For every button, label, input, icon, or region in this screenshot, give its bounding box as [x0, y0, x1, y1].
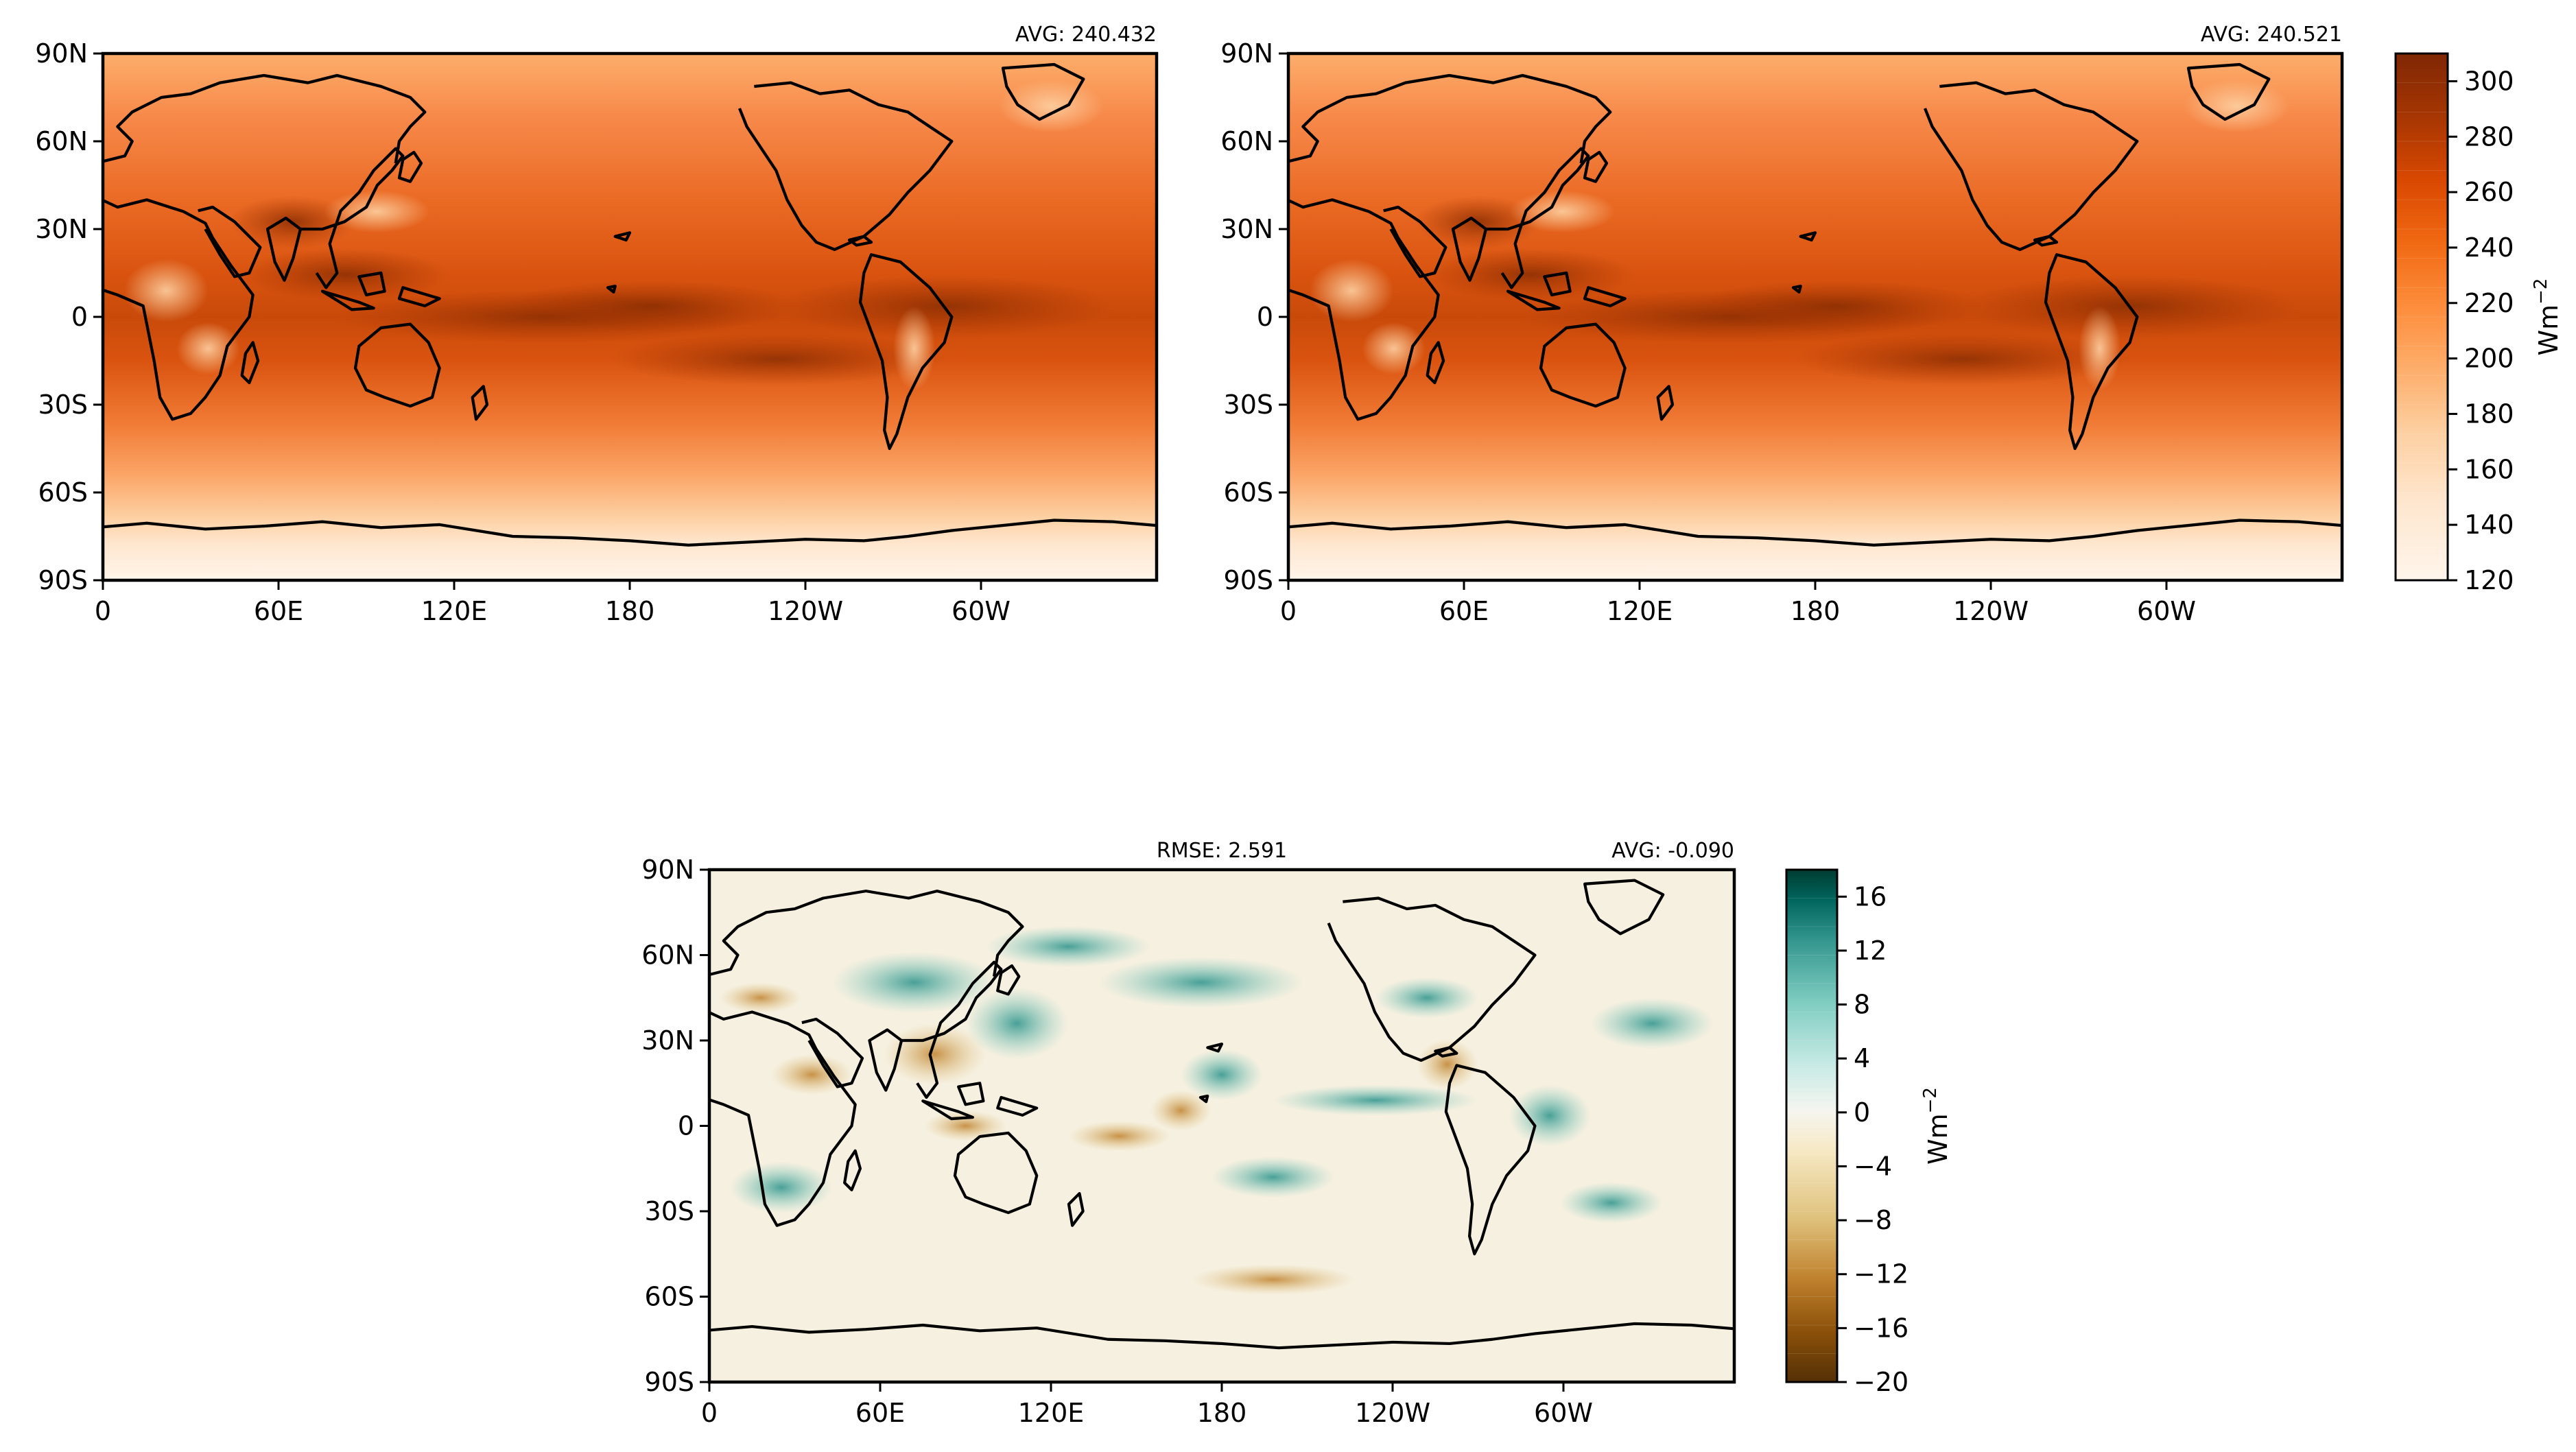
lat-tick-label: 0 [678, 1111, 694, 1141]
svg-text:Wm−2: Wm−2 [1920, 1087, 1953, 1165]
lon-tick-label: 0 [95, 596, 111, 626]
lon-tick-label: 180 [1197, 1398, 1247, 1428]
avg-label: AVG: 240.521 [2201, 23, 2342, 47]
avg-label: AVG: 240.432 [1015, 23, 1157, 47]
colorbar-tick-label: −4 [1854, 1151, 1892, 1181]
lat-tick-label: 60S [1224, 477, 1273, 508]
lat-tick-label: 90N [35, 38, 88, 69]
lat-tick-label: 90S [1224, 565, 1273, 595]
lon-tick-label: 120E [421, 596, 488, 626]
colorbar-tick-label: −20 [1854, 1367, 1909, 1397]
lon-tick-label: 60E [254, 596, 303, 626]
lat-tick-label: 30N [641, 1025, 694, 1056]
colorbar-tick-label: −16 [1854, 1313, 1909, 1343]
colorbar-tick-label: 4 [1854, 1043, 1870, 1073]
colorbar-unit-label: Wm−2 [2531, 278, 2564, 356]
lat-tick-label: 90N [1220, 38, 1273, 69]
colorbar-tick-label: −8 [1854, 1205, 1892, 1235]
colorbar-top: 300 280 260 240 220 200 180 160 140 120 Wm−2 [2394, 52, 2564, 595]
lat-tick-label: 90S [645, 1367, 694, 1397]
lon-tick-label: 180 [1791, 596, 1841, 626]
colorbar-tick-label: 240 [2464, 233, 2514, 263]
colorbar-tick-label: 220 [2464, 288, 2514, 318]
avg-label: AVG: -0.090 [1611, 839, 1734, 863]
lat-tick-label: 30S [1224, 390, 1273, 420]
lon-tick-label: 120E [1607, 596, 1673, 626]
colorbar-fill [1786, 870, 1837, 1382]
lon-tick-label: 120W [1355, 1398, 1430, 1428]
map-field [709, 870, 1734, 1382]
lon-tick-label: 0 [1280, 596, 1297, 626]
colorbar-tick-label: 12 [1854, 936, 1887, 966]
lat-tick-label: 0 [1257, 302, 1273, 332]
lat-tick-label: 60S [38, 477, 88, 508]
lon-tick-label: 120W [1953, 596, 2029, 626]
colorbar-tick-label: 16 [1854, 881, 1887, 912]
lon-tick-label: 0 [701, 1398, 718, 1428]
lon-tick-label: 60W [952, 596, 1011, 626]
colorbar-tick-label: 200 [2464, 344, 2514, 374]
lat-tick-label: 30S [38, 390, 88, 420]
map-field [1288, 53, 2342, 580]
colorbar-tick-label: 140 [2464, 510, 2514, 540]
lon-tick-label: 120E [1018, 1398, 1085, 1428]
lon-tick-label: 180 [605, 596, 655, 626]
colorbar-tick-label: 120 [2464, 565, 2514, 595]
lat-tick-label: 30N [1220, 214, 1273, 244]
lat-tick-label: 30S [645, 1196, 694, 1226]
lat-tick-label: 90N [641, 855, 694, 885]
colorbar-tick-label: 300 [2464, 66, 2514, 96]
colorbar-tick-label: 160 [2464, 454, 2514, 484]
colorbar-fill [2396, 53, 2448, 580]
lat-tick-label: 60N [1220, 126, 1273, 156]
colorbar-tick-label: 260 [2464, 177, 2514, 207]
lat-tick-label: 60N [641, 940, 694, 971]
colorbar-tick-label: 180 [2464, 398, 2514, 429]
lat-tick-label: 30N [35, 214, 88, 244]
lat-tick-label: 60S [645, 1282, 694, 1312]
map-panel-diff: 0 60E 120E 180 120W 60W 90N 60N 30N 0 30S 60S 90S AVG… [641, 839, 1736, 1428]
svg-text:Wm−2: Wm−2 [2531, 278, 2564, 356]
lon-tick-label: 60E [855, 1398, 905, 1428]
lat-tick-label: 60N [35, 126, 88, 156]
lat-tick-label: 90S [38, 565, 88, 595]
lon-tick-label: 60W [2137, 596, 2196, 626]
map-field [103, 53, 1157, 580]
lon-tick-label: 60E [1439, 596, 1489, 626]
map-panel-obs: 0 60E 120E 180 120W 60W 90N 60N 30N 0 30S 60S 90S AVG… [1220, 23, 2344, 626]
colorbar-unit-label: Wm−2 [1920, 1087, 1953, 1165]
colorbar-tick-label: 0 [1854, 1097, 1870, 1128]
colorbar-tick-label: −12 [1854, 1259, 1909, 1289]
rmse-label: RMSE: 2.591 [1157, 839, 1287, 863]
colorbar-tick-label: 280 [2464, 121, 2514, 152]
colorbar-tick-label: 8 [1854, 990, 1870, 1020]
lat-tick-label: 0 [71, 302, 88, 332]
map-panel-model: 0 60E 120E 180 120W 60W 90N 60N 30N 0 30S 60S 90S AVG… [35, 23, 1159, 626]
colorbar-bottom: 16 12 8 4 0 −4 −8 −12 −16 −20 Wm−2 [1785, 868, 1953, 1397]
lon-tick-label: 60W [1534, 1398, 1593, 1428]
lon-tick-label: 120W [768, 596, 843, 626]
